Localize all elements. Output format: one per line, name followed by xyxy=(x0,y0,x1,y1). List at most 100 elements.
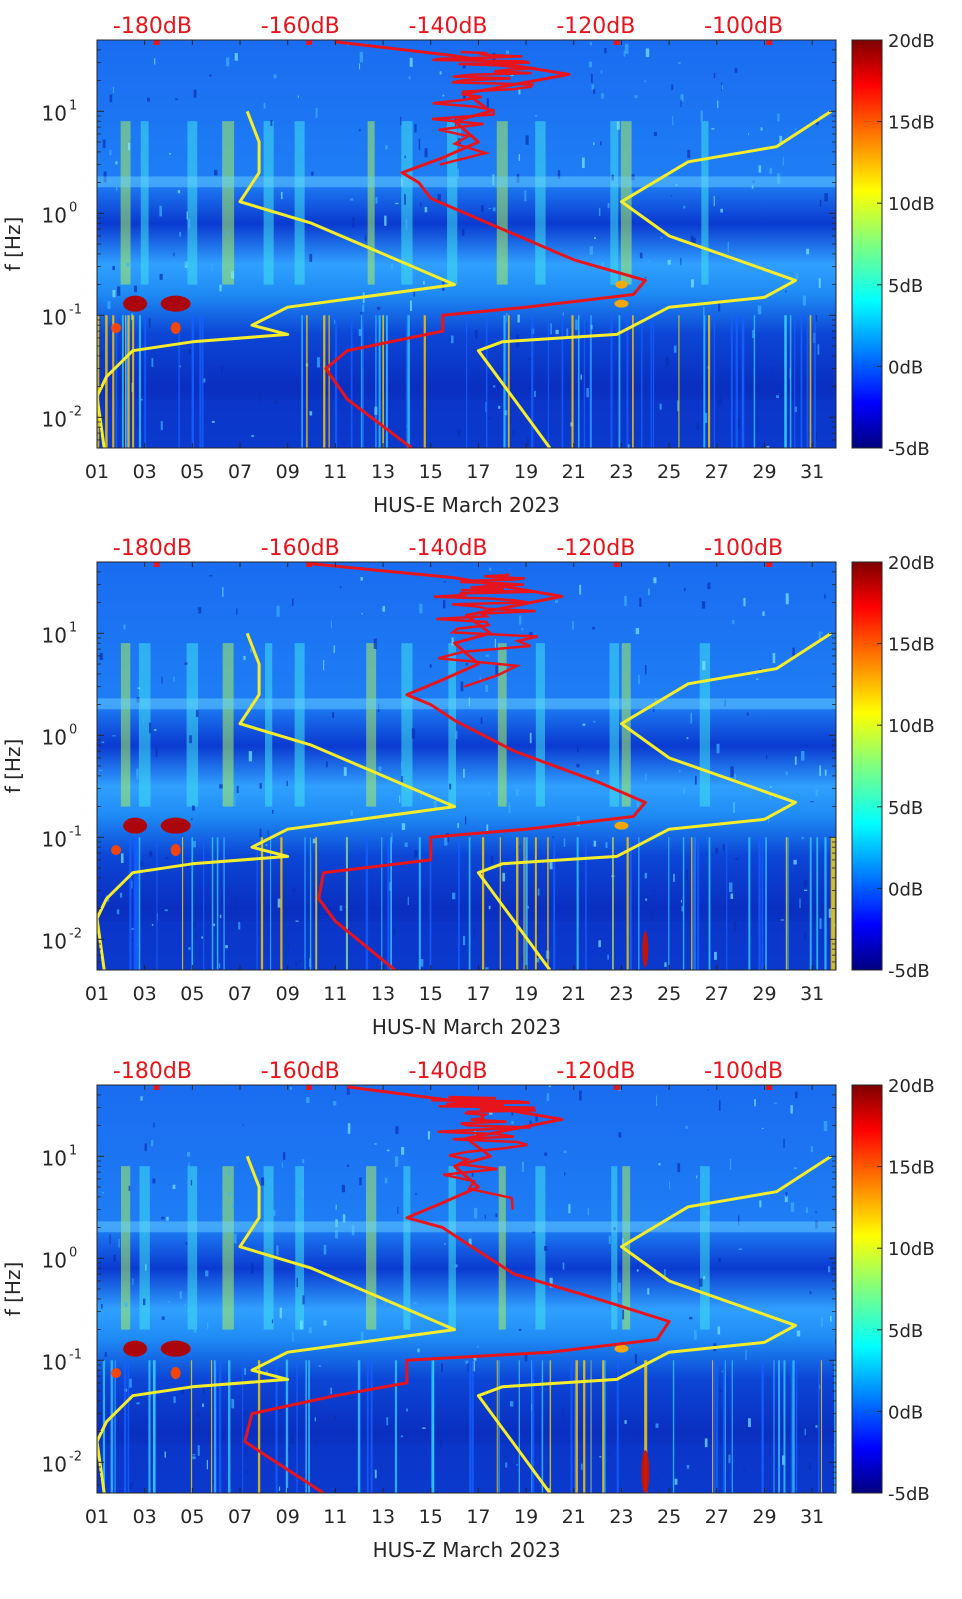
noise-speck xyxy=(636,1269,639,1272)
noise-speck xyxy=(271,809,274,814)
colorbar-tick-label: 10dB xyxy=(888,1239,935,1260)
noise-speck xyxy=(600,141,602,146)
noise-speck xyxy=(222,587,224,597)
energy-blob xyxy=(642,931,649,968)
y-tick-exponent: 1 xyxy=(69,1143,77,1158)
noise-speck xyxy=(99,652,103,660)
top-axis-label: -120dB xyxy=(556,536,635,561)
noise-speck xyxy=(806,248,810,255)
energy-blob xyxy=(614,1344,629,1353)
noise-speck xyxy=(160,421,163,431)
noise-speck xyxy=(346,1085,350,1095)
noise-speck xyxy=(175,98,178,101)
noise-speck xyxy=(809,1290,812,1295)
y-tick-exponent: 1 xyxy=(69,620,77,635)
model-curve-2 xyxy=(476,1155,833,1493)
noise-speck xyxy=(242,1124,244,1126)
noise-speck xyxy=(211,420,215,423)
storm-streak xyxy=(699,643,711,807)
noise-speck xyxy=(644,276,647,279)
noise-speck xyxy=(192,841,196,848)
noise-speck xyxy=(273,1209,276,1216)
noise-speck xyxy=(795,273,799,280)
noise-speck xyxy=(801,750,805,761)
noise-speck xyxy=(465,816,467,825)
noise-speck xyxy=(234,1233,237,1244)
noise-speck xyxy=(323,659,325,671)
noise-speck xyxy=(566,328,569,337)
noise-speck xyxy=(300,1189,305,1198)
noise-speck xyxy=(793,859,797,865)
noise-speck xyxy=(683,205,686,209)
x-tick-label: 29 xyxy=(752,983,776,1005)
noise-speck xyxy=(769,793,772,800)
noise-speck xyxy=(748,1418,751,1428)
noise-speck xyxy=(516,174,520,183)
top-axis-label: -100dB xyxy=(704,536,783,561)
noise-speck xyxy=(518,154,520,161)
noise-speck xyxy=(465,1360,469,1364)
noise-speck xyxy=(544,1152,548,1156)
noise-speck xyxy=(752,330,755,339)
noise-speck xyxy=(112,735,116,737)
noise-speck xyxy=(590,73,593,83)
noise-speck xyxy=(483,870,486,878)
colorbar-tick-label: 5dB xyxy=(888,798,923,819)
noise-speck xyxy=(648,260,650,263)
colorbar-tick-label: -5dB xyxy=(888,961,930,982)
storm-streak xyxy=(263,1166,274,1330)
colorbar-tick-label: 0dB xyxy=(888,357,923,378)
noise-speck xyxy=(133,285,138,293)
noise-speck xyxy=(504,410,508,416)
energy-blob xyxy=(160,817,191,834)
noise-speck xyxy=(485,654,489,657)
noise-speck xyxy=(528,357,532,360)
noise-speck xyxy=(468,1238,472,1247)
noise-speck xyxy=(656,1095,658,1107)
noise-speck xyxy=(683,587,686,592)
x-tick-label: 05 xyxy=(180,983,204,1005)
noise-speck xyxy=(409,57,413,67)
noise-speck xyxy=(803,879,807,888)
noise-speck xyxy=(314,1417,316,1422)
noise-speck xyxy=(281,1162,283,1168)
top-marker xyxy=(613,562,620,567)
noise-speck xyxy=(653,577,657,584)
noise-speck xyxy=(521,1161,525,1173)
storm-streak xyxy=(448,1166,456,1330)
noise-speck xyxy=(824,594,826,599)
storm-streak xyxy=(139,1166,150,1330)
noise-speck xyxy=(644,80,647,82)
noise-speck xyxy=(751,185,754,189)
noise-speck xyxy=(518,1328,522,1331)
noise-speck xyxy=(810,801,814,803)
storm-streak xyxy=(496,121,508,285)
noise-speck xyxy=(485,967,489,970)
noise-speck xyxy=(494,638,497,650)
model-curve-1 xyxy=(97,1155,457,1493)
noise-speck xyxy=(145,1264,147,1271)
noise-speck xyxy=(665,356,669,367)
noise-speck xyxy=(729,882,733,892)
noise-speck xyxy=(673,873,675,882)
noise-speck xyxy=(715,848,719,854)
energy-blob xyxy=(614,821,629,830)
noise-speck xyxy=(645,773,647,782)
noise-speck xyxy=(733,802,735,813)
noise-speck xyxy=(140,398,143,401)
noise-speck xyxy=(186,1151,191,1157)
noise-speck xyxy=(589,42,592,46)
noise-speck xyxy=(817,344,820,355)
x-tick-label: 01 xyxy=(85,1506,109,1528)
noise-speck xyxy=(439,71,442,75)
noise-speck xyxy=(159,273,163,280)
noise-speck xyxy=(417,1348,420,1353)
noise-speck xyxy=(655,1423,659,1428)
x-tick-label: 13 xyxy=(371,983,395,1005)
x-tick-label: 05 xyxy=(180,461,204,483)
noise-speck xyxy=(309,411,313,416)
noise-speck xyxy=(355,1486,359,1491)
noise-speck xyxy=(696,423,700,430)
noise-speck xyxy=(671,195,673,197)
